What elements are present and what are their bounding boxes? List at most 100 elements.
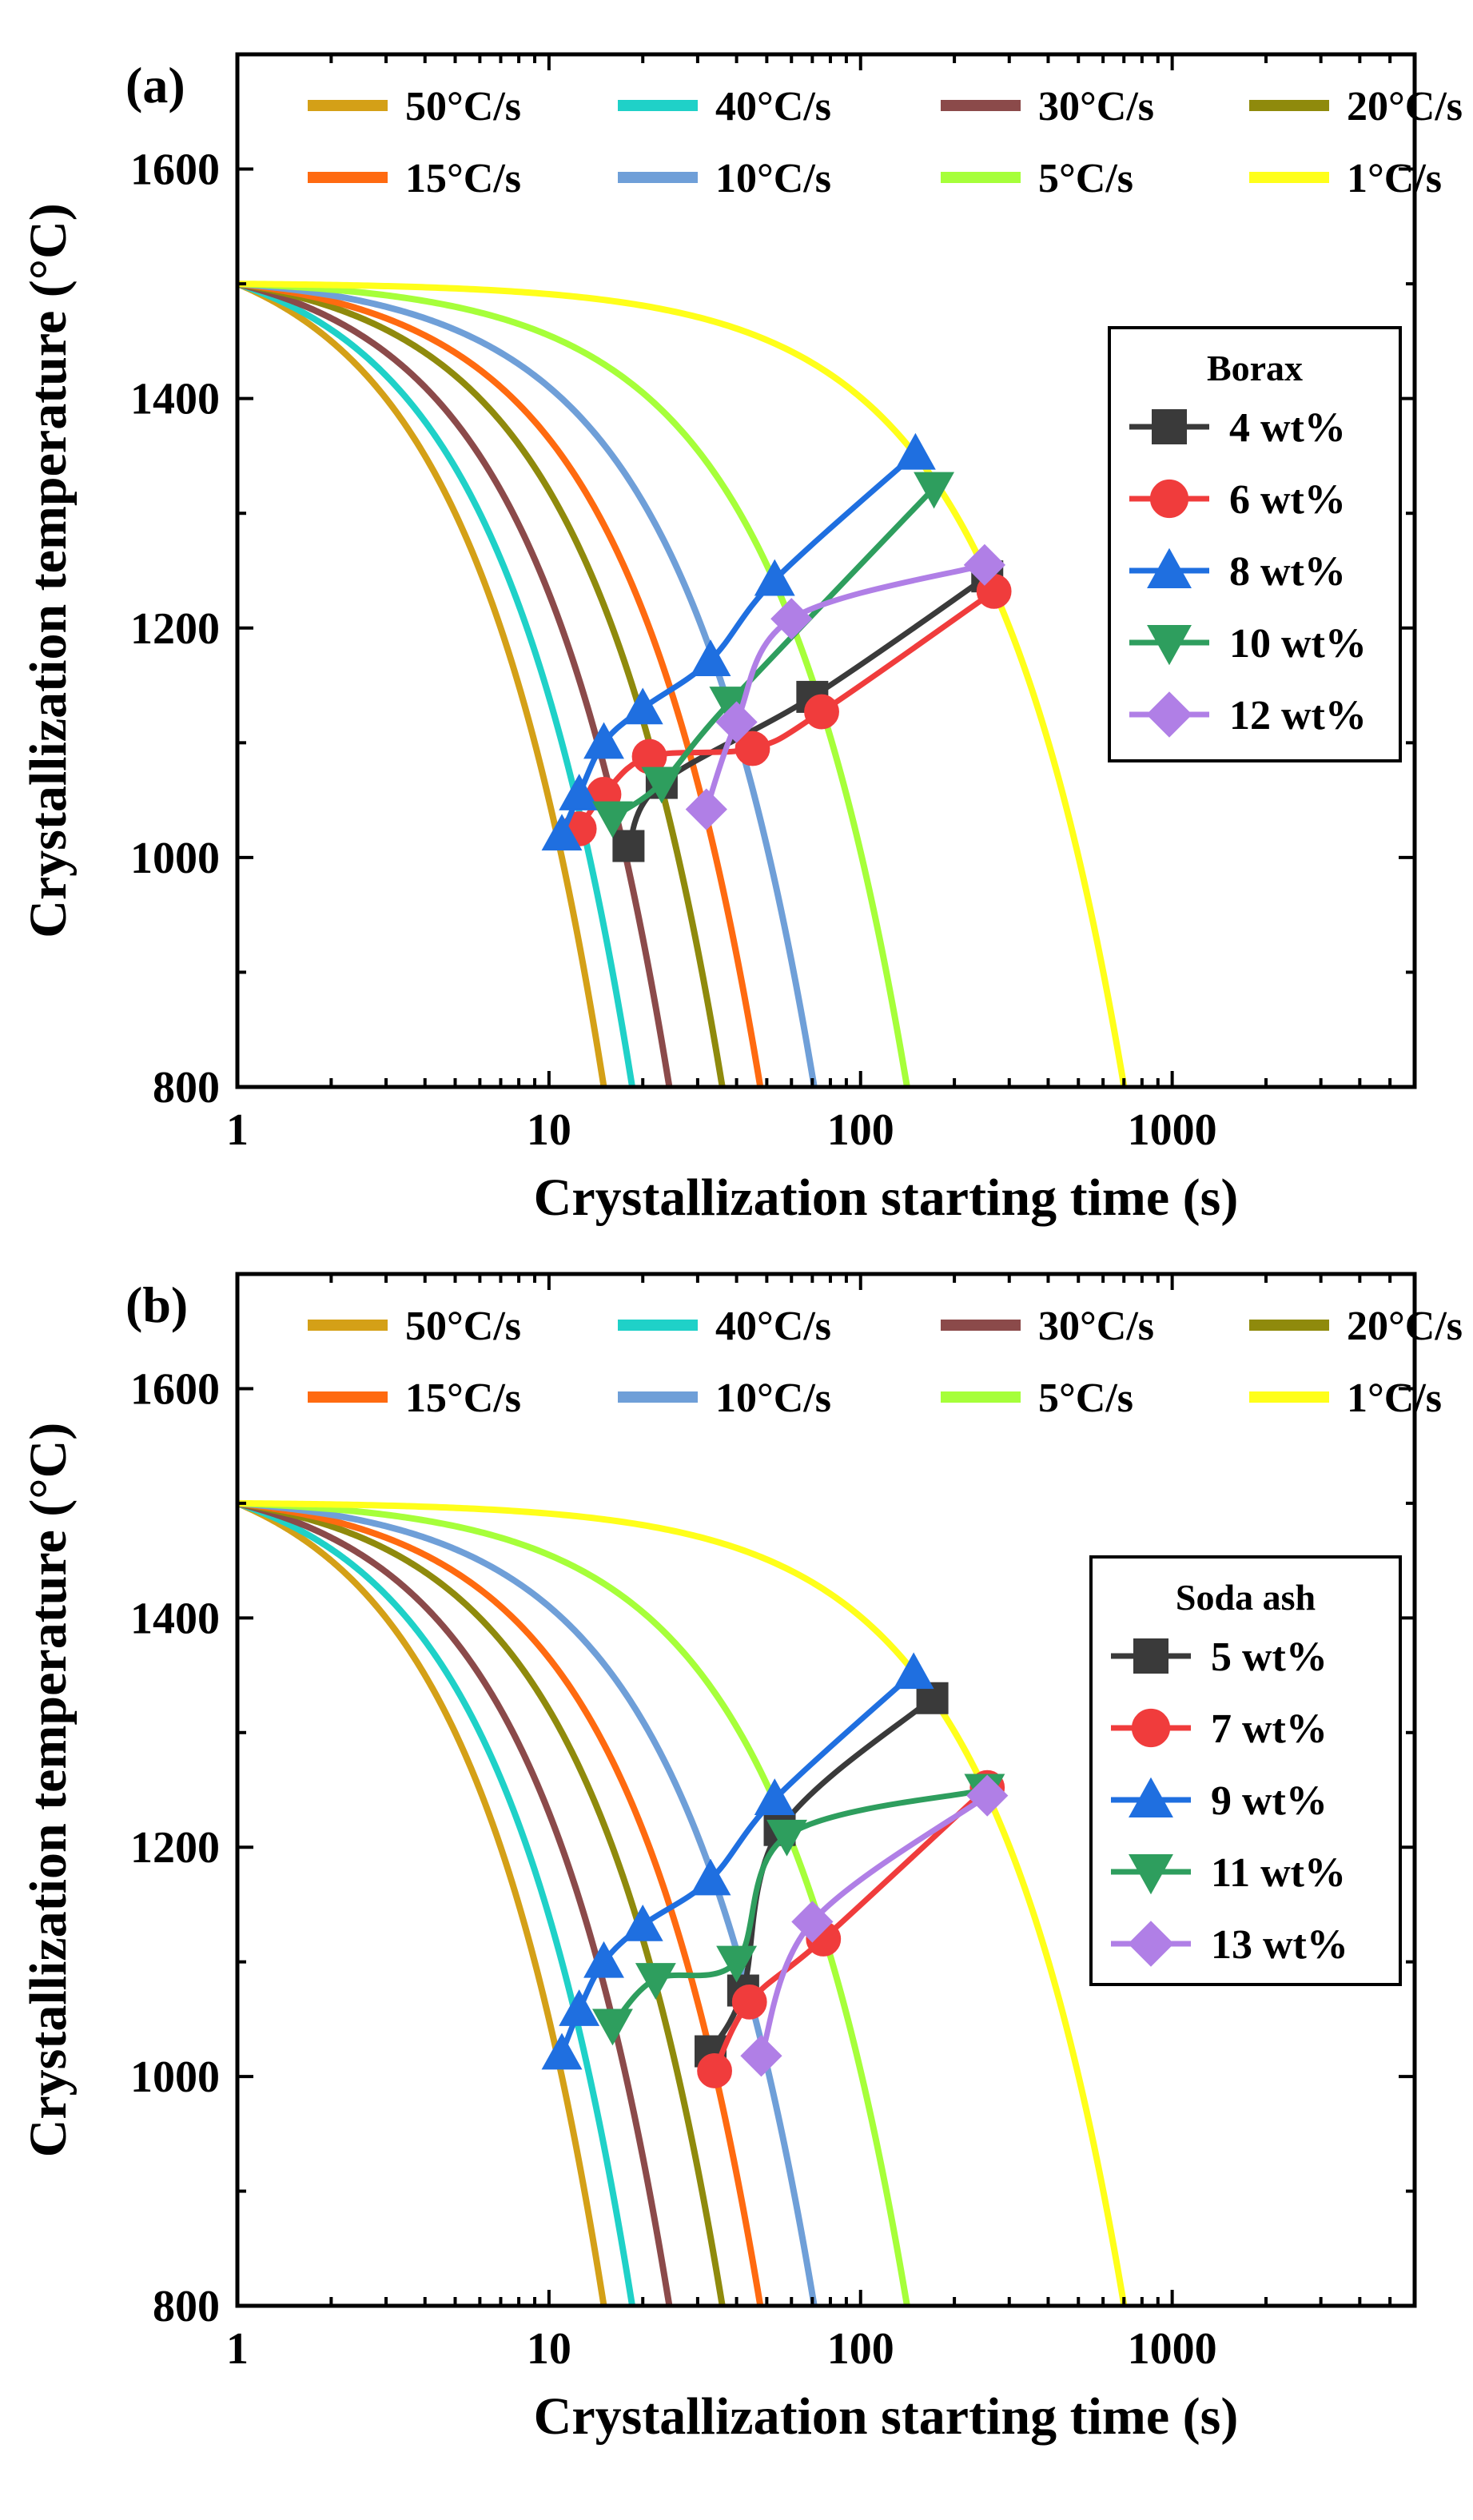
series-4-point-0 (685, 788, 727, 830)
x-tick-label: 1000 (1128, 1105, 1217, 1155)
composition-legend-label: 8 wt% (1229, 549, 1346, 595)
x-ticks (236, 54, 1416, 1087)
cooling-legend-label: 30°C/s (1038, 84, 1154, 129)
series-2-point-1 (559, 1989, 600, 2026)
legend-marker-3 (1129, 1854, 1173, 1895)
legend-marker-0 (1133, 1638, 1168, 1674)
series-2-point-3 (622, 687, 663, 725)
cooling-curve-40 (237, 1500, 636, 2306)
cooling-legend-label: 40°C/s (715, 84, 831, 129)
series-2-point-5 (754, 559, 795, 596)
series-4-point-2 (770, 598, 813, 640)
series-0-point-0 (612, 830, 645, 862)
panel-b: 1 10 100 1000 800 1000 1200 1400 1600 Crystalliza… (19, 1272, 1463, 2446)
y-tick-label: 1600 (130, 1364, 220, 1414)
series-2-point-2 (583, 1941, 624, 1978)
cooling-curve-40 (237, 281, 636, 1087)
cooling-curve-1 (237, 281, 1128, 1087)
y-tick-label: 1200 (130, 1823, 220, 1873)
composition-legend-label: 12 wt% (1229, 693, 1367, 738)
series-2-point-1 (559, 774, 600, 810)
panel-label: (b) (125, 1276, 188, 1333)
series-3-point-0 (592, 801, 633, 838)
cooling-curve-10 (237, 1499, 818, 2306)
composition-series (541, 1652, 1009, 2088)
x-tick-label: 100 (827, 2324, 894, 2374)
cooling-curve-30 (237, 1500, 673, 2306)
cooling-legend-label: 15°C/s (405, 156, 521, 201)
y-tick-label: 1000 (130, 834, 220, 883)
cooling-legend-label: 5°C/s (1038, 156, 1133, 201)
composition-legend-label: 13 wt% (1211, 1922, 1348, 1968)
cooling-curves (237, 1499, 1128, 2306)
y-tick-label: 800 (153, 2282, 220, 2331)
composition-legend-label: 11 wt% (1211, 1850, 1346, 1896)
x-axis-title: Crystallization starting time (s) (534, 2387, 1239, 2446)
cooling-legend-label: 5°C/s (1038, 1375, 1133, 1421)
legend-marker-1 (1149, 479, 1189, 519)
cooling-legend-label: 20°C/s (1347, 84, 1463, 129)
cooling-legend-label: 15°C/s (405, 1375, 521, 1421)
legend-marker-2 (1147, 547, 1192, 588)
cooling-curve-5 (237, 1499, 910, 2306)
legend-marker-3 (1147, 625, 1192, 666)
x-tick-label: 1 (226, 1105, 249, 1155)
cooling-legend: 50°C/s 40°C/s 30°C/s 20°C/s 15°C/s 10°C/s 5°C/… (308, 84, 1463, 201)
cooling-curve-15 (237, 1499, 764, 2306)
cooling-curve-1 (237, 1499, 1128, 2306)
cooling-curves (237, 281, 1128, 1087)
composition-legend-label: 5 wt% (1211, 1634, 1328, 1680)
cooling-curve-10 (237, 281, 818, 1087)
series-2-point-3 (622, 1904, 663, 1941)
y-axis-title: Crystallization temperature (°C) (19, 203, 78, 938)
cooling-legend-label: 10°C/s (715, 1375, 831, 1421)
x-tick-label: 1 (226, 2324, 249, 2374)
series-4-point-2 (966, 1774, 1009, 1817)
series-4-point-1 (791, 1901, 834, 1943)
series-3-point-0 (592, 2008, 633, 2046)
y-tick-label: 800 (153, 1063, 220, 1113)
cooling-curve-15 (237, 281, 764, 1087)
series-3-point-3 (914, 472, 955, 509)
series-4-point-1 (715, 701, 758, 743)
panel-a: 1 10 100 1000 800 1000 1200 1400 1600 Crystalliza… (19, 52, 1463, 1227)
composition-legend: Soda ash 5 wt% 7 wt% 9 wt% 11 wt% 13 wt% (1089, 1555, 1402, 1986)
x-axis-title: Crystallization starting time (s) (534, 1168, 1239, 1227)
y-axis-title: Crystallization temperature (°C) (19, 1423, 78, 2158)
cooling-legend-label: 10°C/s (715, 156, 831, 201)
composition-legend-title: Soda ash (1176, 1577, 1316, 1618)
cooling-legend-label: 1°C/s (1347, 1375, 1442, 1421)
series-2-point-4 (690, 1858, 731, 1896)
y-ticks (237, 1272, 1415, 2307)
series-3-point-3 (766, 1819, 807, 1857)
plot-frame (235, 1272, 1417, 2308)
y-tick-label: 1400 (130, 375, 220, 424)
composition-legend-box (1108, 326, 1402, 762)
series-1-point-1 (731, 1984, 767, 2020)
series-4-point-0 (740, 2035, 782, 2077)
composition-legend-label: 9 wt% (1211, 1778, 1328, 1824)
cooling-curve-20 (237, 281, 726, 1087)
series-2-point-2 (583, 722, 624, 759)
series-1-point-3 (735, 731, 770, 766)
series-3-point-1 (635, 1963, 676, 2000)
cooling-legend-label: 40°C/s (715, 1304, 831, 1349)
legend-marker-4 (1146, 691, 1192, 738)
composition-series (541, 432, 1012, 862)
cooling-legend: 50°C/s 40°C/s 30°C/s 20°C/s 15°C/s 10°C/s 5°C/… (308, 1304, 1463, 1421)
series-2-point-6 (894, 432, 936, 470)
panel-label: (a) (125, 57, 185, 113)
cooling-legend-label: 30°C/s (1038, 1304, 1154, 1349)
series-2-point-0 (541, 814, 583, 851)
series-2-point-0 (541, 2032, 583, 2070)
x-ticks (236, 1274, 1416, 2306)
cooling-curve-30 (237, 281, 673, 1087)
y-tick-label: 1400 (130, 1594, 220, 1643)
cooling-legend-label: 1°C/s (1347, 156, 1442, 201)
series-1-point-4 (804, 694, 839, 730)
cooling-curve-20 (237, 1499, 726, 2306)
series-3-point-2 (716, 1945, 758, 1983)
cooling-curve-50 (237, 281, 607, 1087)
x-tick-label: 1000 (1128, 2324, 1217, 2374)
cooling-legend-label: 50°C/s (405, 84, 521, 129)
